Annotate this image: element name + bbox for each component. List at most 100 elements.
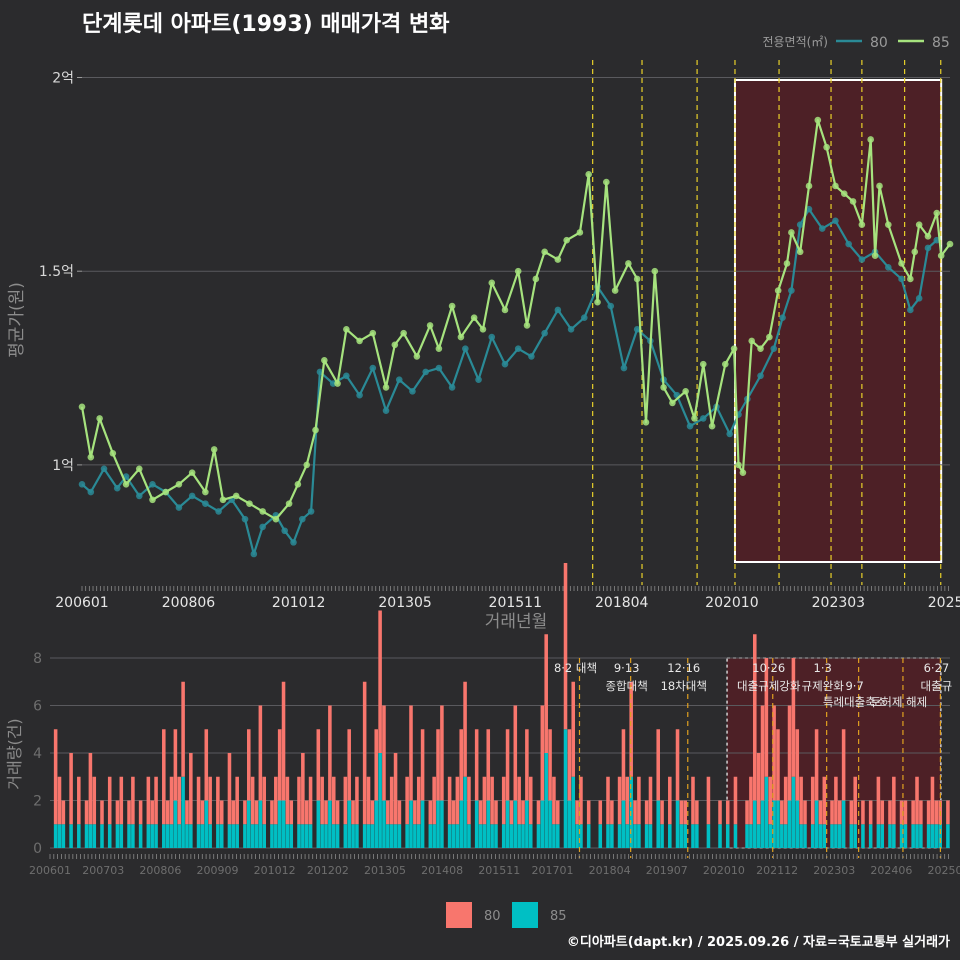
bar-80 bbox=[733, 776, 738, 825]
data-point-85 bbox=[585, 171, 593, 178]
policy-label: 10·26 bbox=[752, 661, 785, 675]
bar-85 bbox=[830, 824, 834, 848]
bar-85 bbox=[219, 824, 224, 848]
bar-80 bbox=[432, 776, 436, 825]
bar-85 bbox=[888, 824, 892, 848]
bar-85 bbox=[517, 824, 521, 848]
bar-80 bbox=[181, 681, 185, 777]
data-point-80 bbox=[915, 295, 923, 302]
bar-80 bbox=[324, 800, 328, 825]
bar-85 bbox=[880, 824, 885, 848]
bar-80 bbox=[571, 681, 576, 777]
data-point-80 bbox=[757, 372, 764, 380]
bar-85 bbox=[552, 824, 556, 848]
bar-85 bbox=[814, 800, 819, 848]
data-point-80 bbox=[488, 333, 496, 341]
bar-85 bbox=[301, 824, 305, 848]
data-point-80 bbox=[475, 376, 482, 383]
bar-85 bbox=[274, 824, 278, 848]
legend-title: 전용면적(㎡) bbox=[762, 35, 828, 49]
bar-x-tick-label: 201907 bbox=[646, 864, 688, 877]
data-point-85 bbox=[876, 182, 883, 190]
bar-85 bbox=[482, 824, 487, 848]
data-point-80 bbox=[448, 384, 456, 391]
bar-x-tick-label: 200703 bbox=[82, 864, 124, 877]
data-point-80 bbox=[567, 326, 575, 333]
bar-80 bbox=[776, 729, 780, 801]
data-point-80 bbox=[113, 484, 121, 492]
bar-85 bbox=[335, 824, 340, 848]
y-tick-label: 2억 bbox=[52, 70, 74, 86]
bar-85 bbox=[304, 824, 309, 848]
bar-80 bbox=[629, 681, 633, 777]
data-point-80 bbox=[907, 306, 914, 314]
policy-label: 토허제 해제 bbox=[871, 695, 928, 709]
policy-label: 대출규제강화 bbox=[737, 679, 801, 693]
bar-85 bbox=[544, 753, 548, 848]
data-point-85 bbox=[149, 496, 156, 504]
bar-80 bbox=[683, 800, 688, 825]
bar-80 bbox=[544, 634, 548, 753]
bar-85 bbox=[899, 824, 904, 848]
x-tick-label: 201305 bbox=[378, 595, 431, 611]
bar-80 bbox=[691, 776, 695, 825]
data-point-80 bbox=[607, 302, 615, 310]
bar-80 bbox=[474, 729, 479, 801]
data-point-80 bbox=[633, 326, 641, 333]
bar-80 bbox=[841, 729, 846, 801]
bar-85 bbox=[374, 800, 379, 848]
data-point-80 bbox=[135, 492, 143, 500]
bar-85 bbox=[822, 824, 827, 848]
data-point-85 bbox=[294, 480, 302, 488]
bar-85 bbox=[579, 824, 583, 848]
bar-85 bbox=[745, 824, 749, 848]
bar-80 bbox=[165, 800, 170, 825]
bar-85 bbox=[177, 824, 182, 848]
bar-80 bbox=[563, 563, 568, 730]
legend-label-80: 80 bbox=[870, 35, 888, 51]
bar-85 bbox=[131, 824, 135, 848]
bar-85 bbox=[837, 824, 842, 848]
x-axis-title: 거래년월 bbox=[485, 612, 548, 632]
bar-80 bbox=[77, 776, 81, 825]
x-tick-label: 202010 bbox=[705, 595, 758, 611]
bar-85 bbox=[440, 800, 444, 848]
data-point-85 bbox=[563, 236, 570, 244]
bar-80 bbox=[88, 753, 93, 825]
bar-85 bbox=[115, 824, 120, 848]
highlight-region bbox=[733, 79, 943, 563]
data-point-85 bbox=[611, 287, 619, 294]
bar-80 bbox=[154, 776, 158, 825]
data-point-85 bbox=[748, 337, 756, 345]
data-point-80 bbox=[299, 515, 306, 523]
bar-85 bbox=[328, 800, 332, 848]
bar-85 bbox=[768, 824, 773, 848]
bar-80 bbox=[876, 776, 881, 825]
bar-80 bbox=[837, 800, 842, 825]
data-point-80 bbox=[250, 550, 258, 558]
data-point-85 bbox=[426, 322, 434, 329]
bar-85 bbox=[243, 824, 247, 848]
data-point-85 bbox=[774, 287, 782, 294]
bar-legend-label-80: 80 bbox=[484, 909, 501, 924]
data-point-85 bbox=[448, 302, 456, 310]
bar-85 bbox=[586, 824, 591, 848]
bar-80 bbox=[320, 776, 324, 825]
bar-y-tick-label: 6 bbox=[33, 699, 42, 715]
data-point-85 bbox=[303, 461, 311, 469]
data-point-85 bbox=[871, 252, 879, 260]
bar-80 bbox=[830, 800, 834, 825]
bar-80 bbox=[177, 776, 182, 825]
policy-label: 8·2 대책 bbox=[554, 661, 597, 675]
data-point-80 bbox=[369, 364, 377, 372]
bar-80 bbox=[316, 729, 321, 801]
bar-85 bbox=[575, 824, 579, 848]
data-point-85 bbox=[122, 480, 130, 488]
bar-80 bbox=[200, 800, 205, 825]
data-point-80 bbox=[356, 391, 363, 399]
bar-85 bbox=[919, 824, 923, 848]
data-point-80 bbox=[259, 523, 266, 531]
bar-85 bbox=[189, 824, 193, 848]
data-point-85 bbox=[858, 221, 866, 229]
bar-85 bbox=[208, 824, 212, 848]
